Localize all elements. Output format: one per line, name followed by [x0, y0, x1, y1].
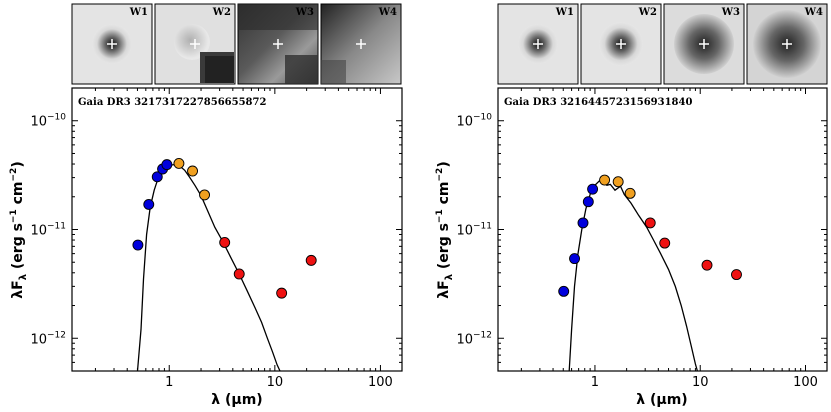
thumbnail-w1: W1 [497, 3, 579, 85]
crosshair-icon [699, 39, 709, 49]
photometry-point [582, 196, 594, 208]
photometry-point [143, 198, 155, 210]
thumbnail-w2: W2 [580, 3, 662, 85]
thumbnail-label: W3 [721, 7, 740, 18]
photometry-point [612, 176, 624, 188]
thumbnail-label: W4 [804, 7, 823, 18]
model-sed-line [136, 163, 281, 372]
photometry-point [187, 165, 198, 177]
x-axis-label: λ (μm) [636, 392, 687, 408]
plot-frame [71, 87, 403, 372]
photometry-point [701, 259, 713, 271]
x-tick-label: 1 [165, 375, 173, 390]
y-axis-label: λFλ (erg s−1 cm−2) [9, 161, 29, 298]
y-tick-label: 10−10 [30, 113, 66, 130]
photometry-point [558, 285, 570, 297]
source-title: Gaia DR3 3217317227856655872 [78, 97, 266, 108]
crosshair-icon [533, 39, 543, 49]
photometry-point [731, 269, 742, 281]
photometry-point [132, 239, 144, 251]
crosshair-icon [273, 39, 283, 49]
thumbnail-strip: W1 W2 W3 W4 [497, 3, 828, 85]
thumbnail-label: W4 [378, 7, 397, 18]
plot-area: Gaia DR3 3216445723156931840 1 10 100 10−1… [435, 87, 828, 408]
crosshair-icon [782, 39, 792, 49]
x-tick-label: 100 [793, 375, 818, 390]
source-title: Gaia DR3 3216445723156931840 [504, 97, 692, 108]
thumbnail-w4: W4 [746, 3, 828, 85]
crosshair-icon [616, 39, 626, 49]
photometry-point [659, 237, 671, 249]
photometry-point [569, 253, 580, 265]
photometry-point [305, 254, 317, 266]
crosshair-icon [190, 39, 200, 49]
y-tick-label: 10−11 [30, 222, 66, 239]
x-tick-label: 10 [692, 375, 709, 390]
photometry-point [644, 217, 656, 229]
crosshair-icon [107, 39, 117, 49]
y-axis-label: λFλ (erg s−1 cm−2) [435, 161, 455, 298]
thumbnail-w3: W3 [237, 3, 319, 85]
photometry-point [219, 237, 231, 248]
photometry-point [199, 189, 210, 201]
y-tick-label: 10−10 [456, 113, 492, 130]
photometry-point [233, 268, 245, 280]
photometry-point [577, 217, 589, 229]
plot-frame [497, 87, 828, 372]
thumbnail-label: W3 [295, 7, 314, 18]
photometry-point [151, 171, 163, 183]
thumbnail-w3: W3 [663, 3, 745, 85]
photometry-point [624, 187, 636, 199]
x-tick-label: 1 [591, 375, 599, 390]
thumbnail-label: W1 [129, 7, 148, 18]
x-tick-label: 100 [368, 375, 393, 390]
y-tick-label: 10−11 [456, 222, 492, 239]
x-tick-label: 10 [267, 375, 284, 390]
photometry-point [276, 287, 288, 299]
photometry-point [161, 159, 173, 171]
photometry-point [599, 174, 611, 186]
y-tick-label: 10−12 [456, 330, 492, 347]
photometry-point [173, 157, 185, 169]
thumbnail-w2: W2 [154, 3, 236, 85]
sed-panel-left: W1 W2 W3 W4 [9, 3, 403, 408]
photometry-point [587, 183, 599, 195]
y-tick-label: 10−12 [30, 330, 66, 347]
thumbnail-label: W1 [555, 7, 574, 18]
thumbnail-label: W2 [212, 7, 231, 18]
crosshair-icon [356, 39, 366, 49]
thumbnail-w1: W1 [71, 3, 153, 85]
thumbnail-w4: W4 [320, 3, 402, 85]
plot-area: Gaia DR3 3217317227856655872 1 10 100 10−1… [9, 87, 403, 408]
thumbnail-strip: W1 W2 W3 W4 [71, 3, 402, 85]
sed-panel-right: W1 W2 W3 W4 G [435, 3, 828, 408]
x-axis-label: λ (μm) [211, 392, 262, 408]
thumbnail-label: W2 [638, 7, 657, 18]
